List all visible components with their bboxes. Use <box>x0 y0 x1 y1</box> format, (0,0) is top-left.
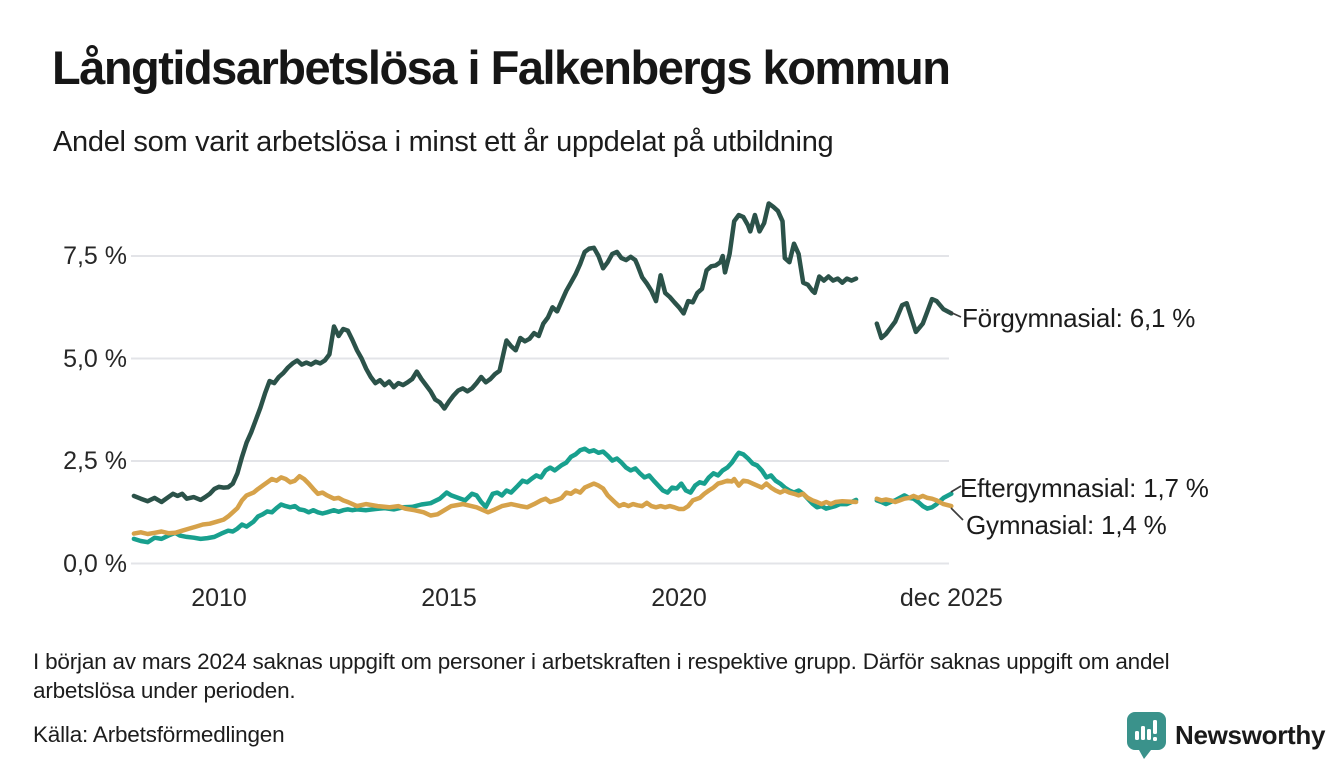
connector-forgymnasial <box>949 311 962 318</box>
series-line-förgymnasial <box>131 201 859 505</box>
series-end-label-gymnasial: Gymnasial: 1,4 % <box>966 510 1167 540</box>
series-line-eftergymnasial <box>131 446 859 545</box>
branding: Newsworthy <box>1127 712 1325 759</box>
series-lines <box>131 201 954 545</box>
page-title: Långtidsarbetslösa i Falkenbergs kommun <box>52 41 951 94</box>
series-line-gymnasial <box>131 473 859 537</box>
x-tick-label: 2010 <box>191 584 247 612</box>
y-tick-label: 7,5 % <box>63 242 127 270</box>
y-tick-label: 5,0 % <box>63 344 127 373</box>
y-tick-label: 2,5 % <box>63 447 127 475</box>
series-line-förgymnasial <box>874 296 954 341</box>
connector-eftergymnasial <box>950 485 962 493</box>
x-tick-label: dec 2025 <box>899 584 1003 612</box>
chart-subtitle: Andel som varit arbetslösa i minst ett å… <box>53 126 834 158</box>
x-tick-label: 2020 <box>651 584 707 612</box>
connector-gymnasial <box>950 507 964 521</box>
series-end-label-forgymnasial: Förgymnasial: 6,1 % <box>962 303 1196 333</box>
y-tick-label: 0,0 % <box>63 549 127 578</box>
newsworthy-logo-icon <box>1127 712 1166 759</box>
newsworthy-logo-text: Newsworthy <box>1175 720 1326 750</box>
x-tick-label: 2015 <box>421 584 477 612</box>
series-line-gymnasial <box>874 493 954 509</box>
footnote-text: I början av mars 2024 saknas uppgift om … <box>33 649 1170 703</box>
source-text: Källa: Arbetsförmedlingen <box>33 722 285 747</box>
series-end-label-eftergymnasial: Eftergymnasial: 1,7 % <box>960 473 1209 503</box>
gridlines <box>131 255 949 565</box>
label-connectors <box>949 311 964 521</box>
